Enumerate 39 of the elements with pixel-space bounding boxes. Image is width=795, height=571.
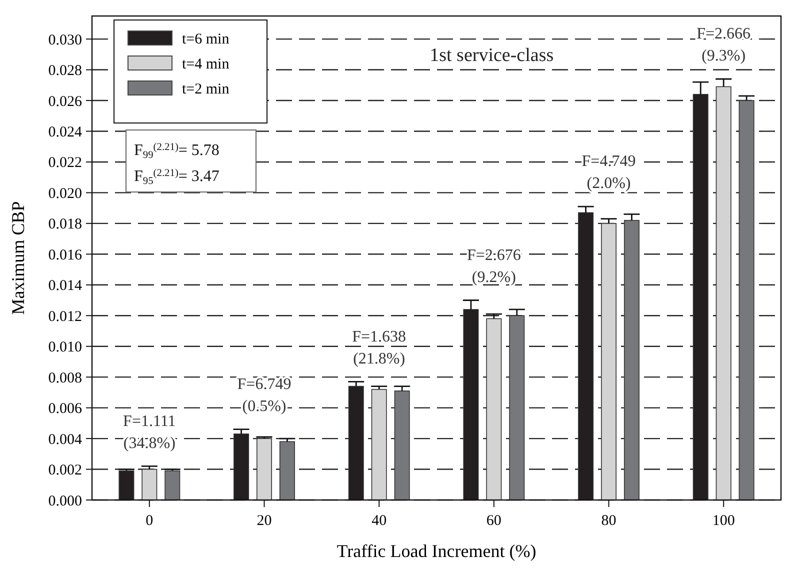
annotation: F=1.111 xyxy=(123,412,176,430)
x-axis-title: Traffic Load Increment (%) xyxy=(336,541,536,561)
y-tick-label: 0.018 xyxy=(48,216,82,233)
annotation: (9.3%) xyxy=(702,48,746,65)
legend-label: t=6 min xyxy=(182,31,230,48)
annotation: 1st service-class xyxy=(430,45,554,66)
y-tick-label: 0.010 xyxy=(48,340,82,356)
y-tick-label: 0.012 xyxy=(48,308,82,325)
y-tick-label: 0.028 xyxy=(48,63,82,80)
y-tick-label: 0.022 xyxy=(48,155,82,172)
x-tick-label: 0 xyxy=(146,513,154,529)
y-tick-label: 0.016 xyxy=(48,247,82,264)
annotation: F=6.749 xyxy=(237,376,292,393)
legend-label: t=4 min xyxy=(182,56,230,72)
y-tick-label: 0.000 xyxy=(48,493,82,510)
y-tick-label: 0.030 xyxy=(48,32,82,48)
y-tick-label: 0.020 xyxy=(48,186,82,202)
annotation: F$_{95}$$^{(2.21)}$= 3.47 xyxy=(134,168,220,187)
legend-label: t=2 min xyxy=(182,81,230,98)
annotation: (9.2%) xyxy=(472,268,516,286)
y-tick-label: 0.008 xyxy=(48,370,82,386)
annotation: F=1.638 xyxy=(352,328,406,346)
x-tick-label: 40 xyxy=(372,513,387,529)
y-tick-label: 0.004 xyxy=(48,432,82,448)
y-tick-label: 0.002 xyxy=(48,462,82,479)
annotation: F=2.666 xyxy=(696,26,751,43)
annotation: (21.8%) xyxy=(353,350,406,368)
x-tick-label: 20 xyxy=(256,513,272,529)
x-tick-label: 60 xyxy=(486,513,502,529)
y-tick-label: 0.014 xyxy=(48,278,82,294)
annotation: (34.8%) xyxy=(123,434,176,452)
x-tick-label: 80 xyxy=(601,513,616,529)
y-tick-label: 0.006 xyxy=(48,401,82,418)
y-axis-title: Maximum CBP xyxy=(8,201,28,315)
annotation: (2.0%) xyxy=(586,175,631,192)
y-tick-label: 0.024 xyxy=(48,124,82,140)
y-tick-label: 0.026 xyxy=(48,94,82,110)
x-tick-label: 100 xyxy=(712,513,735,529)
annotation: F$_{99}$$^{(2.21)}$= 5.78 xyxy=(134,142,220,161)
